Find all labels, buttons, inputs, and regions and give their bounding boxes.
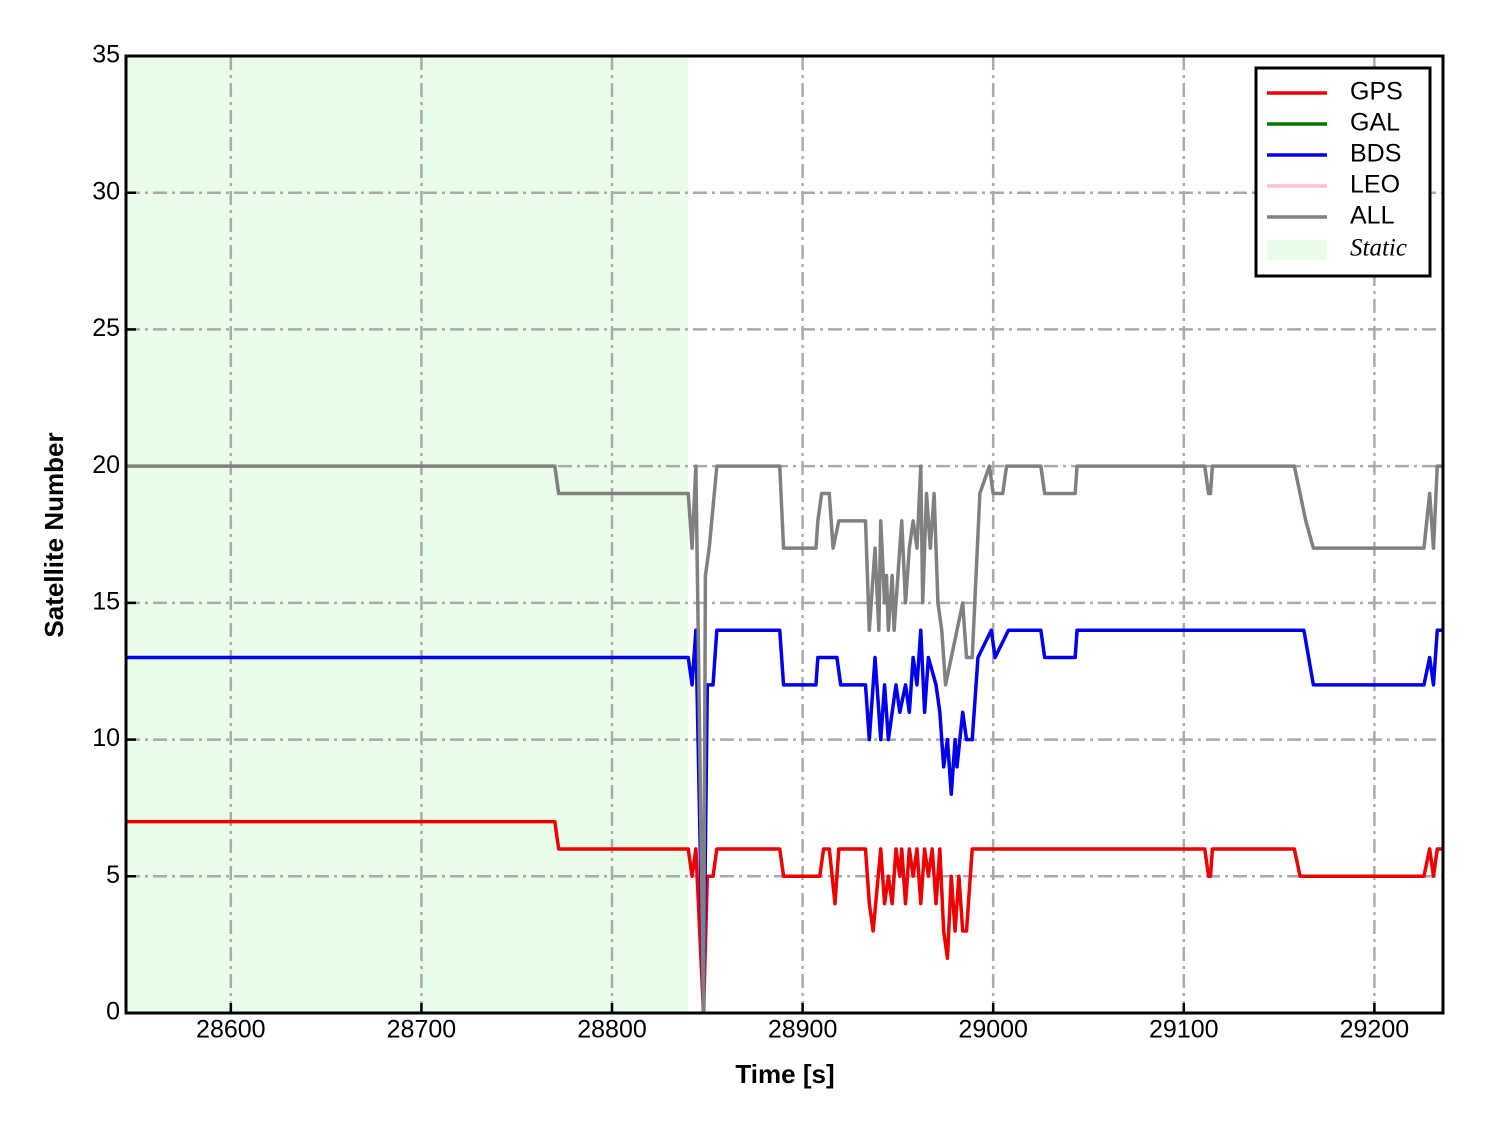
x-tick-label: 29100 bbox=[1149, 1016, 1219, 1044]
legend-label: GAL bbox=[1350, 109, 1400, 137]
y-tick-label: 25 bbox=[92, 314, 120, 342]
y-tick-label: 10 bbox=[92, 724, 120, 752]
legend-label: LEO bbox=[1350, 171, 1400, 199]
plot-frame bbox=[124, 54, 1445, 1015]
x-tick-label: 28600 bbox=[196, 1016, 266, 1044]
x-tick-label: 29200 bbox=[1340, 1016, 1410, 1044]
static-span bbox=[126, 56, 689, 1013]
y-axis-label: Satellite Number bbox=[39, 432, 69, 637]
legend-label: ALL bbox=[1350, 202, 1395, 230]
legend-label: GPS bbox=[1350, 78, 1403, 106]
legend-swatch bbox=[1267, 240, 1327, 260]
y-tick-label: 35 bbox=[92, 41, 120, 69]
legend-label: Static bbox=[1350, 235, 1407, 262]
y-tick-label: 30 bbox=[92, 177, 120, 205]
y-tick-label: 0 bbox=[106, 998, 120, 1026]
x-tick-label: 29000 bbox=[958, 1016, 1028, 1044]
x-tick-label: 28800 bbox=[577, 1016, 647, 1044]
y-tick-label: 5 bbox=[106, 861, 120, 889]
y-tick-label: 20 bbox=[92, 451, 120, 479]
legend-label: BDS bbox=[1350, 140, 1401, 168]
x-tick-label: 28900 bbox=[768, 1016, 838, 1044]
x-axis-label: Time [s] bbox=[735, 1059, 834, 1089]
x-tick-label: 28700 bbox=[387, 1016, 457, 1044]
series-line bbox=[126, 464, 1443, 1013]
y-tick-label: 15 bbox=[92, 587, 120, 615]
series-line bbox=[126, 628, 1443, 1013]
legend-box bbox=[1254, 66, 1432, 278]
series-line bbox=[126, 819, 1443, 1013]
